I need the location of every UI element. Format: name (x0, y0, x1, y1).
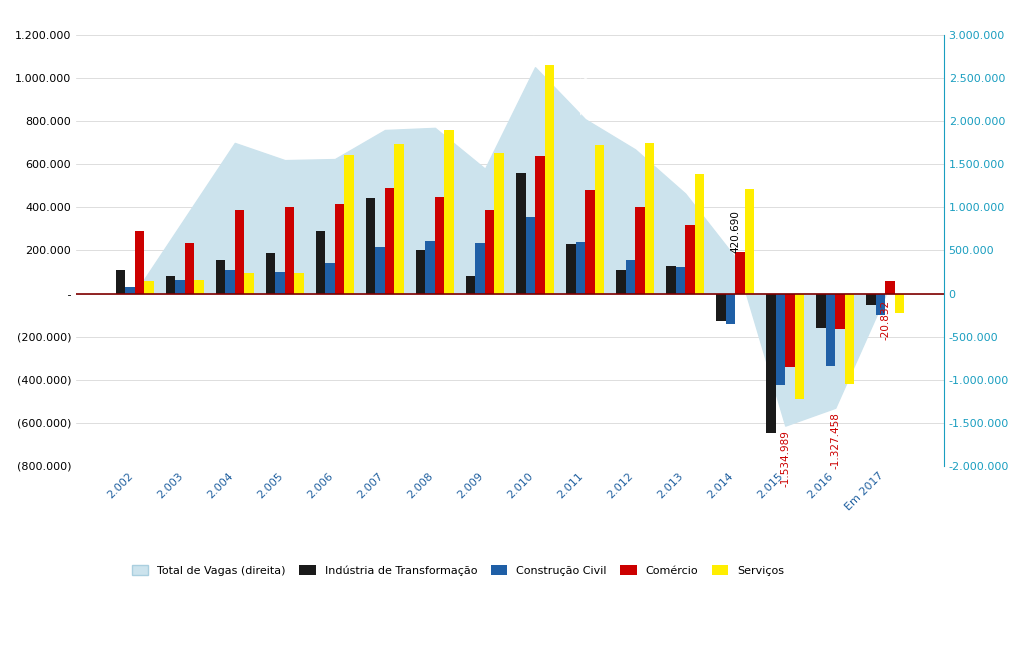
Bar (376, 247, 385, 293)
Bar (385, 188, 394, 293)
Bar (585, 190, 595, 293)
Bar (485, 209, 495, 293)
Bar (294, 273, 304, 293)
Text: -20.832: -20.832 (881, 300, 890, 340)
Bar (326, 263, 335, 293)
Bar (344, 155, 354, 293)
Bar (335, 204, 344, 293)
Bar (726, 293, 735, 324)
Bar (144, 281, 154, 293)
Bar (535, 156, 545, 293)
Text: -1.534.989: -1.534.989 (780, 430, 791, 487)
Bar (245, 273, 254, 293)
Bar (744, 189, 755, 293)
Bar (525, 217, 535, 293)
Bar (166, 276, 175, 293)
Bar (876, 293, 886, 315)
Bar (825, 293, 836, 366)
Bar (366, 198, 376, 293)
Bar (234, 209, 245, 293)
Bar (616, 270, 626, 293)
Bar (435, 197, 444, 293)
Bar (216, 260, 225, 293)
Bar (135, 231, 144, 293)
Bar (266, 253, 275, 293)
Text: 420.690: 420.690 (730, 210, 740, 253)
Text: 2.026.571: 2.026.571 (580, 62, 590, 115)
Bar (595, 145, 604, 293)
Bar (694, 174, 705, 293)
Text: -1.327.458: -1.327.458 (830, 412, 841, 469)
Bar (575, 242, 585, 293)
Bar (466, 276, 475, 293)
Bar (516, 173, 525, 293)
Bar (667, 265, 676, 293)
Bar (845, 293, 854, 384)
Bar (626, 260, 635, 293)
Bar (285, 207, 294, 293)
Bar (766, 293, 776, 434)
Bar (776, 293, 785, 385)
Bar (816, 293, 825, 328)
Bar (175, 279, 184, 293)
Bar (116, 270, 125, 293)
Text: 2.629.827: 2.629.827 (530, 10, 540, 63)
Bar (716, 293, 726, 321)
Bar (195, 279, 204, 293)
Bar (475, 243, 485, 293)
Bar (545, 65, 554, 293)
Bar (425, 241, 435, 293)
Bar (795, 293, 804, 399)
Bar (685, 225, 694, 293)
Bar (635, 207, 645, 293)
Bar (836, 293, 845, 329)
Bar (886, 281, 895, 293)
Bar (866, 293, 876, 305)
Bar (275, 272, 285, 293)
Bar (785, 293, 795, 366)
Bar (184, 243, 195, 293)
Bar (444, 130, 454, 293)
Bar (566, 244, 575, 293)
Bar (676, 267, 685, 293)
Bar (495, 152, 504, 293)
Bar (645, 143, 654, 293)
Bar (315, 231, 326, 293)
Bar (225, 270, 234, 293)
Bar (416, 251, 425, 293)
Legend: Total de Vagas (direita), Indústria de Transformação, Construção Civil, Comércio: Total de Vagas (direita), Indústria de T… (127, 561, 788, 581)
Bar (125, 287, 135, 293)
Bar (735, 251, 744, 293)
Bar (394, 144, 403, 293)
Bar (895, 293, 904, 313)
